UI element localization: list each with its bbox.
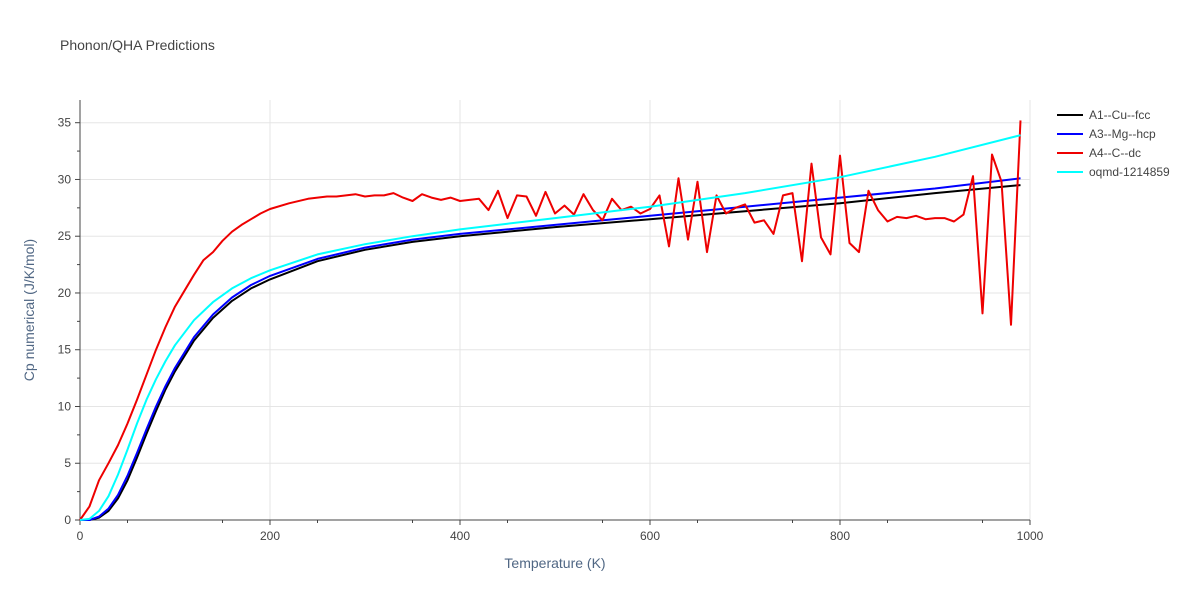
y-tick-label: 15 [58,343,72,357]
x-tick-label: 200 [260,529,280,543]
series-lines [79,120,1022,521]
x-axis-title: Temperature (K) [504,555,605,571]
series-line-A4--C--dc [79,120,1022,521]
series-line-A3--Mg--hcp [80,177,1021,521]
x-tick-label: 0 [77,529,84,543]
x-axis-ticks: 0 200 400 600 800 1000 [77,529,1044,543]
legend-item-label: A1--Cu--fcc [1089,108,1150,122]
legend: A1--Cu--fcc A3--Mg--hcp A4--C--dc oqmd-1214… [1057,108,1170,179]
legend-item-label: oqmd-1214859 [1089,165,1170,179]
y-tick-label: 10 [58,399,72,413]
legend-item-label: A3--Mg--hcp [1089,127,1156,141]
y-tick-label: 5 [64,456,71,470]
series-line-A1--Cu--fcc [80,184,1021,521]
y-axis-title: Cp numerical (J/K/mol) [21,239,37,381]
x-tick-label: 1000 [1017,529,1044,543]
plot-axes [75,100,1031,525]
x-tick-label: 800 [830,529,850,543]
chart-title: Phonon/QHA Predictions [60,37,215,53]
x-tick-label: 600 [640,529,660,543]
series-line-oqmd-1214859 [79,134,1021,521]
y-tick-label: 30 [58,172,72,186]
y-axis-ticks: 0 5 10 15 20 25 30 35 [58,116,72,527]
x-tick-label: 400 [450,529,470,543]
y-tick-label: 20 [58,286,72,300]
y-tick-label: 35 [58,116,72,130]
y-tick-label: 0 [64,513,71,527]
legend-item-label: A4--C--dc [1089,146,1141,160]
y-tick-label: 25 [58,229,72,243]
